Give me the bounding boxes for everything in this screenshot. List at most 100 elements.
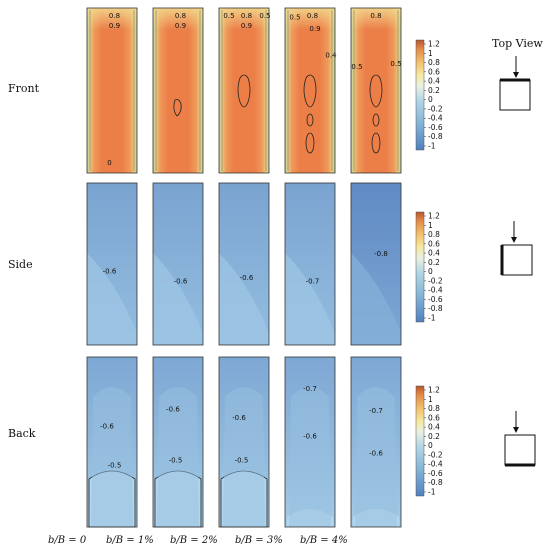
contour-label: -0.6 — [100, 422, 114, 430]
contour-label: 0.9 — [175, 22, 186, 30]
panel-r2-c2: -0.6 -0.5 — [218, 356, 270, 528]
column-label: b/B = 0 — [48, 535, 87, 546]
contour-label: -0.6 — [232, 414, 246, 422]
row-label-side: Side — [8, 258, 33, 271]
contour-label: 0.9 — [109, 22, 120, 30]
colorbar-tick-label: -0.2 — [428, 450, 443, 459]
light-region — [351, 253, 401, 345]
contour-label: -0.6 — [174, 277, 188, 285]
panel-top-band — [219, 8, 269, 30]
colorbar-tick-label: 0.4 — [428, 249, 440, 258]
colorbar-tick-label: 1 — [428, 395, 433, 404]
panel-field — [219, 8, 269, 173]
building-plan — [504, 434, 536, 466]
mid-region — [355, 387, 397, 527]
core-contour — [371, 132, 381, 154]
colorbar-tick-label: 0.8 — [428, 58, 440, 67]
core-contour — [303, 74, 317, 108]
core-contour — [173, 99, 182, 117]
colorbar-tick-label: 1 — [428, 49, 433, 58]
colorbar-scale — [415, 39, 425, 151]
panel-border — [284, 182, 336, 346]
colorbar-tick-label: 0.8 — [428, 404, 440, 413]
panel-top-band — [153, 8, 203, 30]
colorbar-tick-label: -0.4 — [428, 460, 443, 469]
colorbar-tick-label: -0.2 — [428, 276, 443, 285]
panel-r0-c1: 0.80.9 — [152, 7, 204, 174]
contour-label: 0.5 — [390, 60, 401, 68]
contour-label: 0.5 — [351, 63, 362, 71]
colorbar-2: 1.210.80.60.40.20-0.2-0.4-0.6-0.8-1 — [415, 385, 443, 497]
colorbar-tick-label: -0.8 — [428, 478, 443, 487]
panel-field — [351, 8, 401, 173]
panel-border — [86, 182, 138, 346]
panel-border — [86, 7, 138, 174]
light-region — [153, 253, 203, 345]
panel-border — [284, 7, 336, 174]
colorbar-scale — [415, 385, 425, 497]
contour-label: 0.9 — [309, 25, 320, 33]
contour-label: -0.6 — [369, 450, 383, 458]
colorbar-tick-label: 1.2 — [428, 40, 440, 49]
colorbar-tick-label: -0.8 — [428, 132, 443, 141]
column-labels: b/B = 0 b/B = 1% b/B = 2% b/B = 3% b/B = 4% — [48, 535, 348, 546]
mid-region — [289, 387, 331, 527]
colorbar-tick-label: 0 — [428, 441, 433, 450]
colorbar-0: 1.210.80.60.40.20-0.2-0.4-0.6-0.8-1 — [415, 39, 443, 151]
panel-border — [350, 356, 402, 528]
panel-top-band — [87, 8, 137, 30]
panel-r2-c0: -0.6 -0.5 — [86, 356, 138, 528]
colorbar-tick-label: -1 — [428, 142, 436, 151]
colorbar-tick-label: -1 — [428, 488, 436, 497]
colorbars: 1.210.80.60.40.20-0.2-0.4-0.6-0.8-11.210… — [415, 39, 443, 497]
column-label: b/B = 3% — [235, 535, 283, 546]
mid-region — [223, 387, 265, 527]
panel-r2-c3: -0.7 -0.6 — [284, 356, 336, 528]
panel-r1-c4: -0.8 — [350, 182, 402, 346]
panel-r0-c4: 0.5 0.8 0.5 — [350, 7, 402, 174]
colorbar-tick-label: -0.4 — [428, 286, 443, 295]
column-label: b/B = 1% — [106, 535, 154, 546]
panel-border — [86, 356, 138, 528]
mid-region — [91, 387, 133, 527]
panel-border — [284, 356, 336, 528]
row-label-back: Back — [8, 427, 36, 440]
colorbar-tick-label: -0.6 — [428, 469, 443, 478]
light-region — [219, 253, 269, 345]
panel-top-band — [351, 8, 401, 30]
colorbar-tick-label: -0.2 — [428, 104, 443, 113]
panel-border — [152, 7, 204, 174]
contour-label: 0.4 — [325, 52, 337, 60]
panel-r0-c0: 0.8 0.9 0 — [86, 7, 138, 174]
contour-label: 0.9 — [241, 22, 252, 30]
panel-field — [153, 8, 203, 173]
top-view-box-2 — [504, 411, 536, 467]
contour-label: -0.6 — [303, 433, 317, 441]
colorbar-tick-label: -1 — [428, 314, 436, 323]
core-contour — [306, 113, 314, 127]
top-view-box-0 — [499, 56, 531, 111]
contour-label: -0.6 — [103, 268, 117, 276]
colorbar-tick-label: -0.6 — [428, 123, 443, 132]
panel-r1-c1: -0.6 — [152, 182, 204, 346]
colorbar-tick-label: -0.6 — [428, 295, 443, 304]
colorbar-tick-label: 0.8 — [428, 230, 440, 239]
colorbar-tick-label: 1.2 — [428, 386, 440, 395]
colorbar-tick-label: 0.2 — [428, 86, 440, 95]
light-region — [285, 253, 335, 345]
colorbar-scale — [415, 211, 425, 323]
colorbar-1: 1.210.80.60.40.20-0.2-0.4-0.6-0.8-1 — [415, 211, 443, 323]
mid-region — [157, 387, 199, 527]
top-view-box-1 — [500, 221, 533, 276]
panel-border — [218, 356, 270, 528]
wind-arrow-head — [513, 72, 519, 78]
panel-border — [218, 7, 270, 174]
panel-field — [285, 8, 335, 173]
contour-label: -0.5 — [169, 456, 183, 464]
panel-r1-c3: -0.7 — [284, 182, 336, 346]
column-label: b/B = 4% — [300, 535, 348, 546]
panel-r2-c4: -0.7 -0.6 — [350, 356, 402, 528]
row-label-front: Front — [8, 82, 40, 95]
contour-label: 0.8 — [109, 12, 120, 20]
